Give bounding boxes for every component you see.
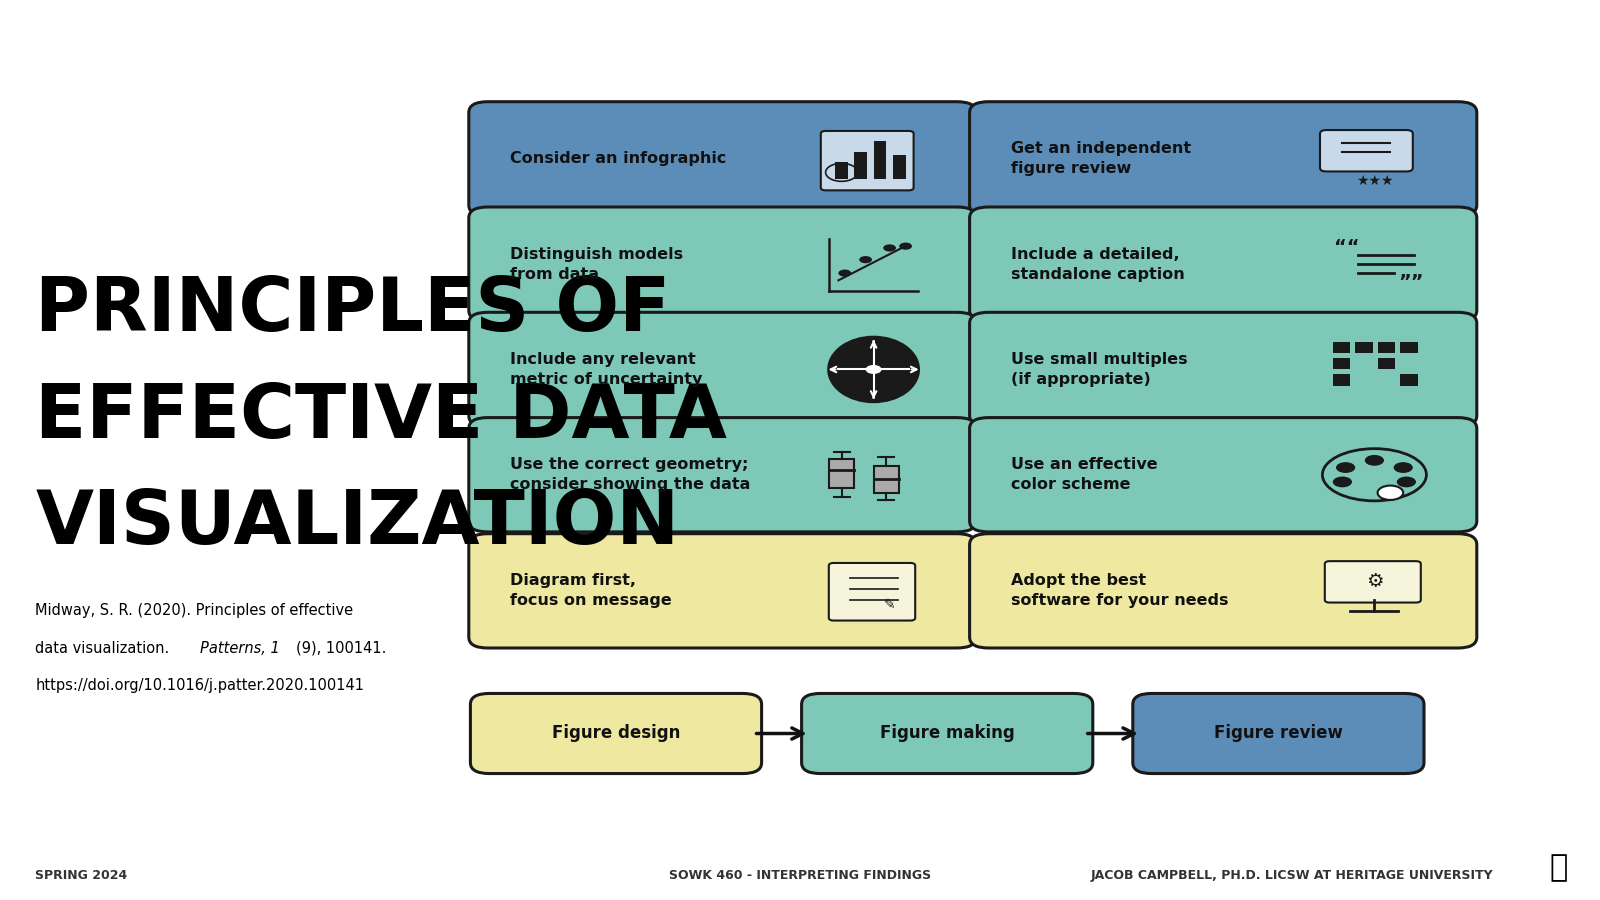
Bar — [1378, 357, 1395, 369]
Text: Diagram first,
focus on message: Diagram first, focus on message — [510, 573, 672, 608]
Text: (9), 100141.: (9), 100141. — [296, 641, 386, 656]
Bar — [1400, 374, 1418, 385]
Text: Adopt the best
software for your needs: Adopt the best software for your needs — [1011, 573, 1229, 608]
Text: ✎: ✎ — [883, 598, 896, 612]
FancyBboxPatch shape — [469, 207, 976, 321]
FancyBboxPatch shape — [1325, 562, 1421, 603]
Text: Patterns, 1: Patterns, 1 — [200, 641, 280, 656]
FancyBboxPatch shape — [469, 312, 976, 427]
Text: VISUALIZATION: VISUALIZATION — [35, 487, 680, 560]
Text: Figure making: Figure making — [880, 724, 1014, 742]
Circle shape — [1336, 463, 1355, 473]
Text: PRINCIPLES OF: PRINCIPLES OF — [35, 274, 670, 347]
Text: Figure design: Figure design — [552, 724, 680, 742]
Circle shape — [1394, 463, 1413, 473]
Text: Consider an infographic: Consider an infographic — [510, 151, 726, 166]
Bar — [874, 466, 899, 493]
Text: Get an independent
figure review: Get an independent figure review — [1011, 141, 1192, 176]
Ellipse shape — [827, 336, 920, 403]
Text: Midway, S. R. (2020). Principles of effective: Midway, S. R. (2020). Principles of effe… — [35, 603, 354, 618]
Text: SOWK 460 - INTERPRETING FINDINGS: SOWK 460 - INTERPRETING FINDINGS — [669, 869, 931, 882]
FancyBboxPatch shape — [469, 418, 976, 532]
FancyBboxPatch shape — [1133, 693, 1424, 774]
FancyBboxPatch shape — [970, 207, 1477, 321]
Bar — [1400, 341, 1418, 353]
FancyBboxPatch shape — [802, 693, 1093, 774]
Text: https://doi.org/10.1016/j.patter.2020.100141: https://doi.org/10.1016/j.patter.2020.10… — [35, 678, 365, 693]
Text: data visualization.: data visualization. — [35, 641, 174, 656]
Text: Use the correct geometry;
consider showing the data: Use the correct geometry; consider showi… — [510, 457, 750, 492]
Text: JACOB CAMPBELL, PH.D. LICSW AT HERITAGE UNIVERSITY: JACOB CAMPBELL, PH.D. LICSW AT HERITAGE … — [1090, 869, 1493, 882]
Text: Use an effective
color scheme: Use an effective color scheme — [1011, 457, 1158, 492]
FancyBboxPatch shape — [970, 534, 1477, 648]
Bar — [893, 155, 906, 178]
Text: Include any relevant
metric of uncertainty: Include any relevant metric of uncertain… — [510, 352, 702, 387]
Circle shape — [1397, 477, 1416, 488]
Text: Figure review: Figure review — [1214, 724, 1342, 742]
Bar — [1355, 341, 1373, 353]
Bar — [1333, 341, 1350, 353]
Text: ””: ”” — [1398, 273, 1424, 292]
Text: 🐘: 🐘 — [1550, 853, 1568, 882]
FancyBboxPatch shape — [470, 693, 762, 774]
Circle shape — [899, 242, 912, 249]
FancyBboxPatch shape — [1320, 130, 1413, 171]
Bar — [874, 140, 886, 178]
FancyBboxPatch shape — [469, 102, 976, 216]
Circle shape — [1378, 485, 1403, 500]
Circle shape — [1333, 477, 1352, 488]
Text: EFFECTIVE DATA: EFFECTIVE DATA — [35, 381, 726, 454]
Bar — [1333, 374, 1350, 385]
Text: ⚙: ⚙ — [1366, 572, 1382, 591]
FancyBboxPatch shape — [829, 563, 915, 621]
Text: Use small multiples
(if appropriate): Use small multiples (if appropriate) — [1011, 352, 1187, 387]
FancyBboxPatch shape — [970, 102, 1477, 216]
Circle shape — [859, 256, 872, 263]
Text: ““: ““ — [1334, 238, 1360, 257]
Bar — [1333, 357, 1350, 369]
FancyBboxPatch shape — [970, 418, 1477, 532]
Bar — [829, 458, 854, 488]
Text: SPRING 2024: SPRING 2024 — [35, 869, 128, 882]
Text: Distinguish models
from data: Distinguish models from data — [510, 247, 683, 282]
Bar — [854, 151, 867, 178]
Circle shape — [883, 244, 896, 251]
FancyBboxPatch shape — [469, 534, 976, 648]
Circle shape — [838, 270, 851, 277]
FancyBboxPatch shape — [970, 312, 1477, 427]
FancyBboxPatch shape — [821, 130, 914, 191]
Circle shape — [1365, 455, 1384, 466]
Bar — [1378, 341, 1395, 353]
Bar — [835, 162, 848, 178]
Text: Include a detailed,
standalone caption: Include a detailed, standalone caption — [1011, 247, 1186, 282]
Circle shape — [866, 365, 882, 374]
Text: ★★★: ★★★ — [1355, 174, 1394, 187]
